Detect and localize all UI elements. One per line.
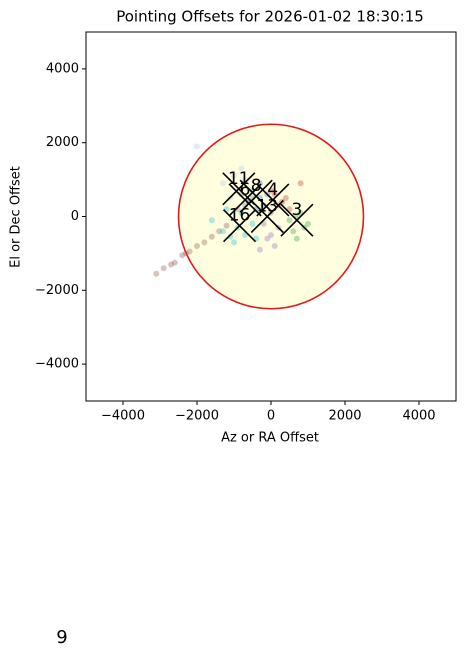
x-tick-label: 2000 [328,409,361,424]
y-tick-label: −2000 [35,283,79,298]
chart-title: Pointing Offsets for 2026-01-02 18:30:15 [116,8,424,26]
y-tick-label: −4000 [35,357,79,372]
group-label: 8 [251,176,262,196]
y-axis-label: El or Dec Offset [9,166,24,268]
point [216,228,223,235]
x-axis-label: Az or RA Offset [221,431,319,446]
x-tick-label: −4000 [101,409,145,424]
point [171,259,178,266]
y-tick-label: 0 [71,209,79,224]
center-cross [228,183,262,217]
point [186,248,193,255]
center-cross [222,172,256,206]
center-cross [239,179,273,213]
group-label: 3 [291,200,302,220]
point [194,243,200,250]
point [268,187,274,194]
point [238,209,245,216]
point [201,239,208,246]
point [182,250,189,257]
footnote: 9 [56,627,67,648]
point [160,265,167,272]
point [208,217,215,224]
point [305,220,311,227]
point [249,187,256,194]
point [179,252,186,259]
center-cross [222,209,257,243]
group-label: 13 [256,197,278,217]
point [293,235,300,242]
point [168,261,175,268]
point [264,235,271,242]
point [238,165,245,172]
center-cross [280,203,314,237]
circle [177,123,365,310]
group-label: 4 [267,180,278,200]
point [194,143,200,150]
point [234,206,241,213]
group-label: 6 [240,180,251,200]
axes-frame [85,31,457,402]
point [271,243,278,250]
point [231,239,237,246]
point [219,228,226,235]
point [290,228,297,235]
y-tick-label: 2000 [46,135,79,150]
point [286,217,293,224]
point [208,233,215,240]
point [282,195,289,202]
point [231,172,237,179]
point [268,231,274,238]
point [249,195,256,202]
group-label: 16 [229,206,251,226]
y-tick-label: 4000 [46,61,79,76]
x-tick-label: 0 [267,409,275,424]
point [223,222,230,229]
point [256,195,263,202]
point [219,180,226,187]
point [227,233,234,240]
x-tick-label: −2000 [175,409,219,424]
x-tick-label: 4000 [402,409,435,424]
point [297,180,304,187]
point [153,270,160,277]
point [256,246,263,253]
point [249,220,256,227]
center-cross [250,199,284,234]
